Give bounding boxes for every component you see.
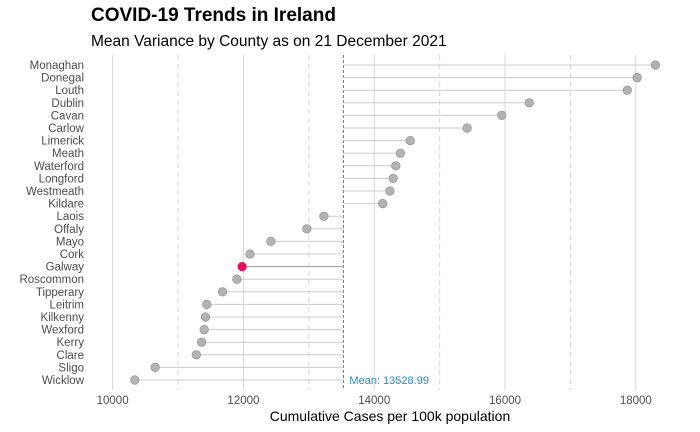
grid-lines: [112, 55, 637, 390]
y-label-galway: Galway: [46, 262, 85, 274]
y-label-wicklow: Wicklow: [42, 375, 85, 387]
y-label-westmeath: Westmeath: [26, 186, 84, 198]
x-tick-label: 16000: [489, 395, 521, 407]
mean-reference: Mean: 13528.99: [342, 55, 429, 390]
point-wicklow: [130, 375, 140, 385]
x-tick-label: 10000: [97, 395, 129, 407]
point-leitrim: [202, 299, 212, 310]
y-label-limerick: Limerick: [41, 136, 84, 148]
x-axis-title: Cumulative Cases per 100k population: [270, 408, 510, 424]
point-laois: [319, 211, 329, 221]
y-label-dublin: Dublin: [51, 98, 84, 110]
point-sligo: [150, 362, 160, 373]
y-label-kerry: Kerry: [57, 337, 85, 349]
point-roscommon: [232, 274, 242, 284]
y-axis-labels: MonaghanDonegalLouthDublinCavanCarlowLim…: [19, 60, 84, 387]
point-cavan: [497, 110, 507, 120]
y-label-kildare: Kildare: [48, 199, 84, 211]
y-label-meath: Meath: [52, 148, 84, 160]
point-mayo: [266, 236, 276, 246]
y-label-longford: Longford: [39, 173, 84, 185]
chart-title: COVID-19 Trends in Ireland: [91, 5, 336, 26]
point-monaghan: [650, 60, 661, 70]
point-kilkenny: [200, 312, 211, 322]
point-limerick: [405, 136, 415, 146]
point-kildare: [378, 199, 388, 209]
point-meath: [395, 148, 405, 158]
x-tick-label: 18000: [620, 395, 652, 407]
y-label-monaghan: Monaghan: [30, 60, 84, 72]
y-label-leitrim: Leitrim: [49, 299, 84, 311]
y-label-donegal: Donegal: [41, 73, 84, 85]
point-longford: [388, 173, 398, 183]
x-axis-labels: 10000 12000 14000 16000 18000: [97, 395, 652, 407]
y-label-clare: Clare: [57, 350, 84, 362]
point-waterford: [391, 161, 401, 171]
x-tick-label: 14000: [358, 395, 390, 407]
point-clare: [191, 350, 201, 360]
point-wexford: [199, 325, 209, 335]
y-label-laois: Laois: [57, 211, 85, 223]
y-label-offaly: Offaly: [54, 224, 84, 236]
y-label-cavan: Cavan: [51, 110, 84, 122]
point-offaly: [302, 224, 312, 234]
point-westmeath: [385, 186, 395, 196]
y-label-sligo: Sligo: [58, 362, 84, 374]
y-label-wexford: Wexford: [41, 325, 84, 337]
x-tick-label: 12000: [227, 395, 259, 407]
y-label-louth: Louth: [55, 85, 84, 97]
point-carlow: [462, 123, 472, 133]
y-label-mayo: Mayo: [56, 236, 84, 248]
point-dublin: [524, 98, 534, 108]
mean-label: Mean: 13528.99: [349, 375, 429, 387]
y-label-roscommon: Roscommon: [19, 274, 84, 286]
point-louth: [622, 85, 632, 95]
y-label-cork: Cork: [60, 249, 85, 261]
y-label-kilkenny: Kilkenny: [41, 312, 85, 324]
lollipop-stems: [134, 64, 656, 381]
y-label-tipperary: Tipperary: [36, 287, 84, 299]
point-kerry: [196, 337, 207, 347]
lollipop-points: [130, 60, 661, 385]
y-label-waterford: Waterford: [34, 161, 84, 173]
point-cork: [245, 249, 255, 259]
point-tipperary: [217, 287, 228, 297]
y-label-carlow: Carlow: [48, 123, 84, 135]
chart-subtitle: Mean Variance by County as on 21 Decembe…: [91, 33, 447, 50]
point-galway: [237, 262, 247, 272]
point-donegal: [632, 72, 642, 83]
